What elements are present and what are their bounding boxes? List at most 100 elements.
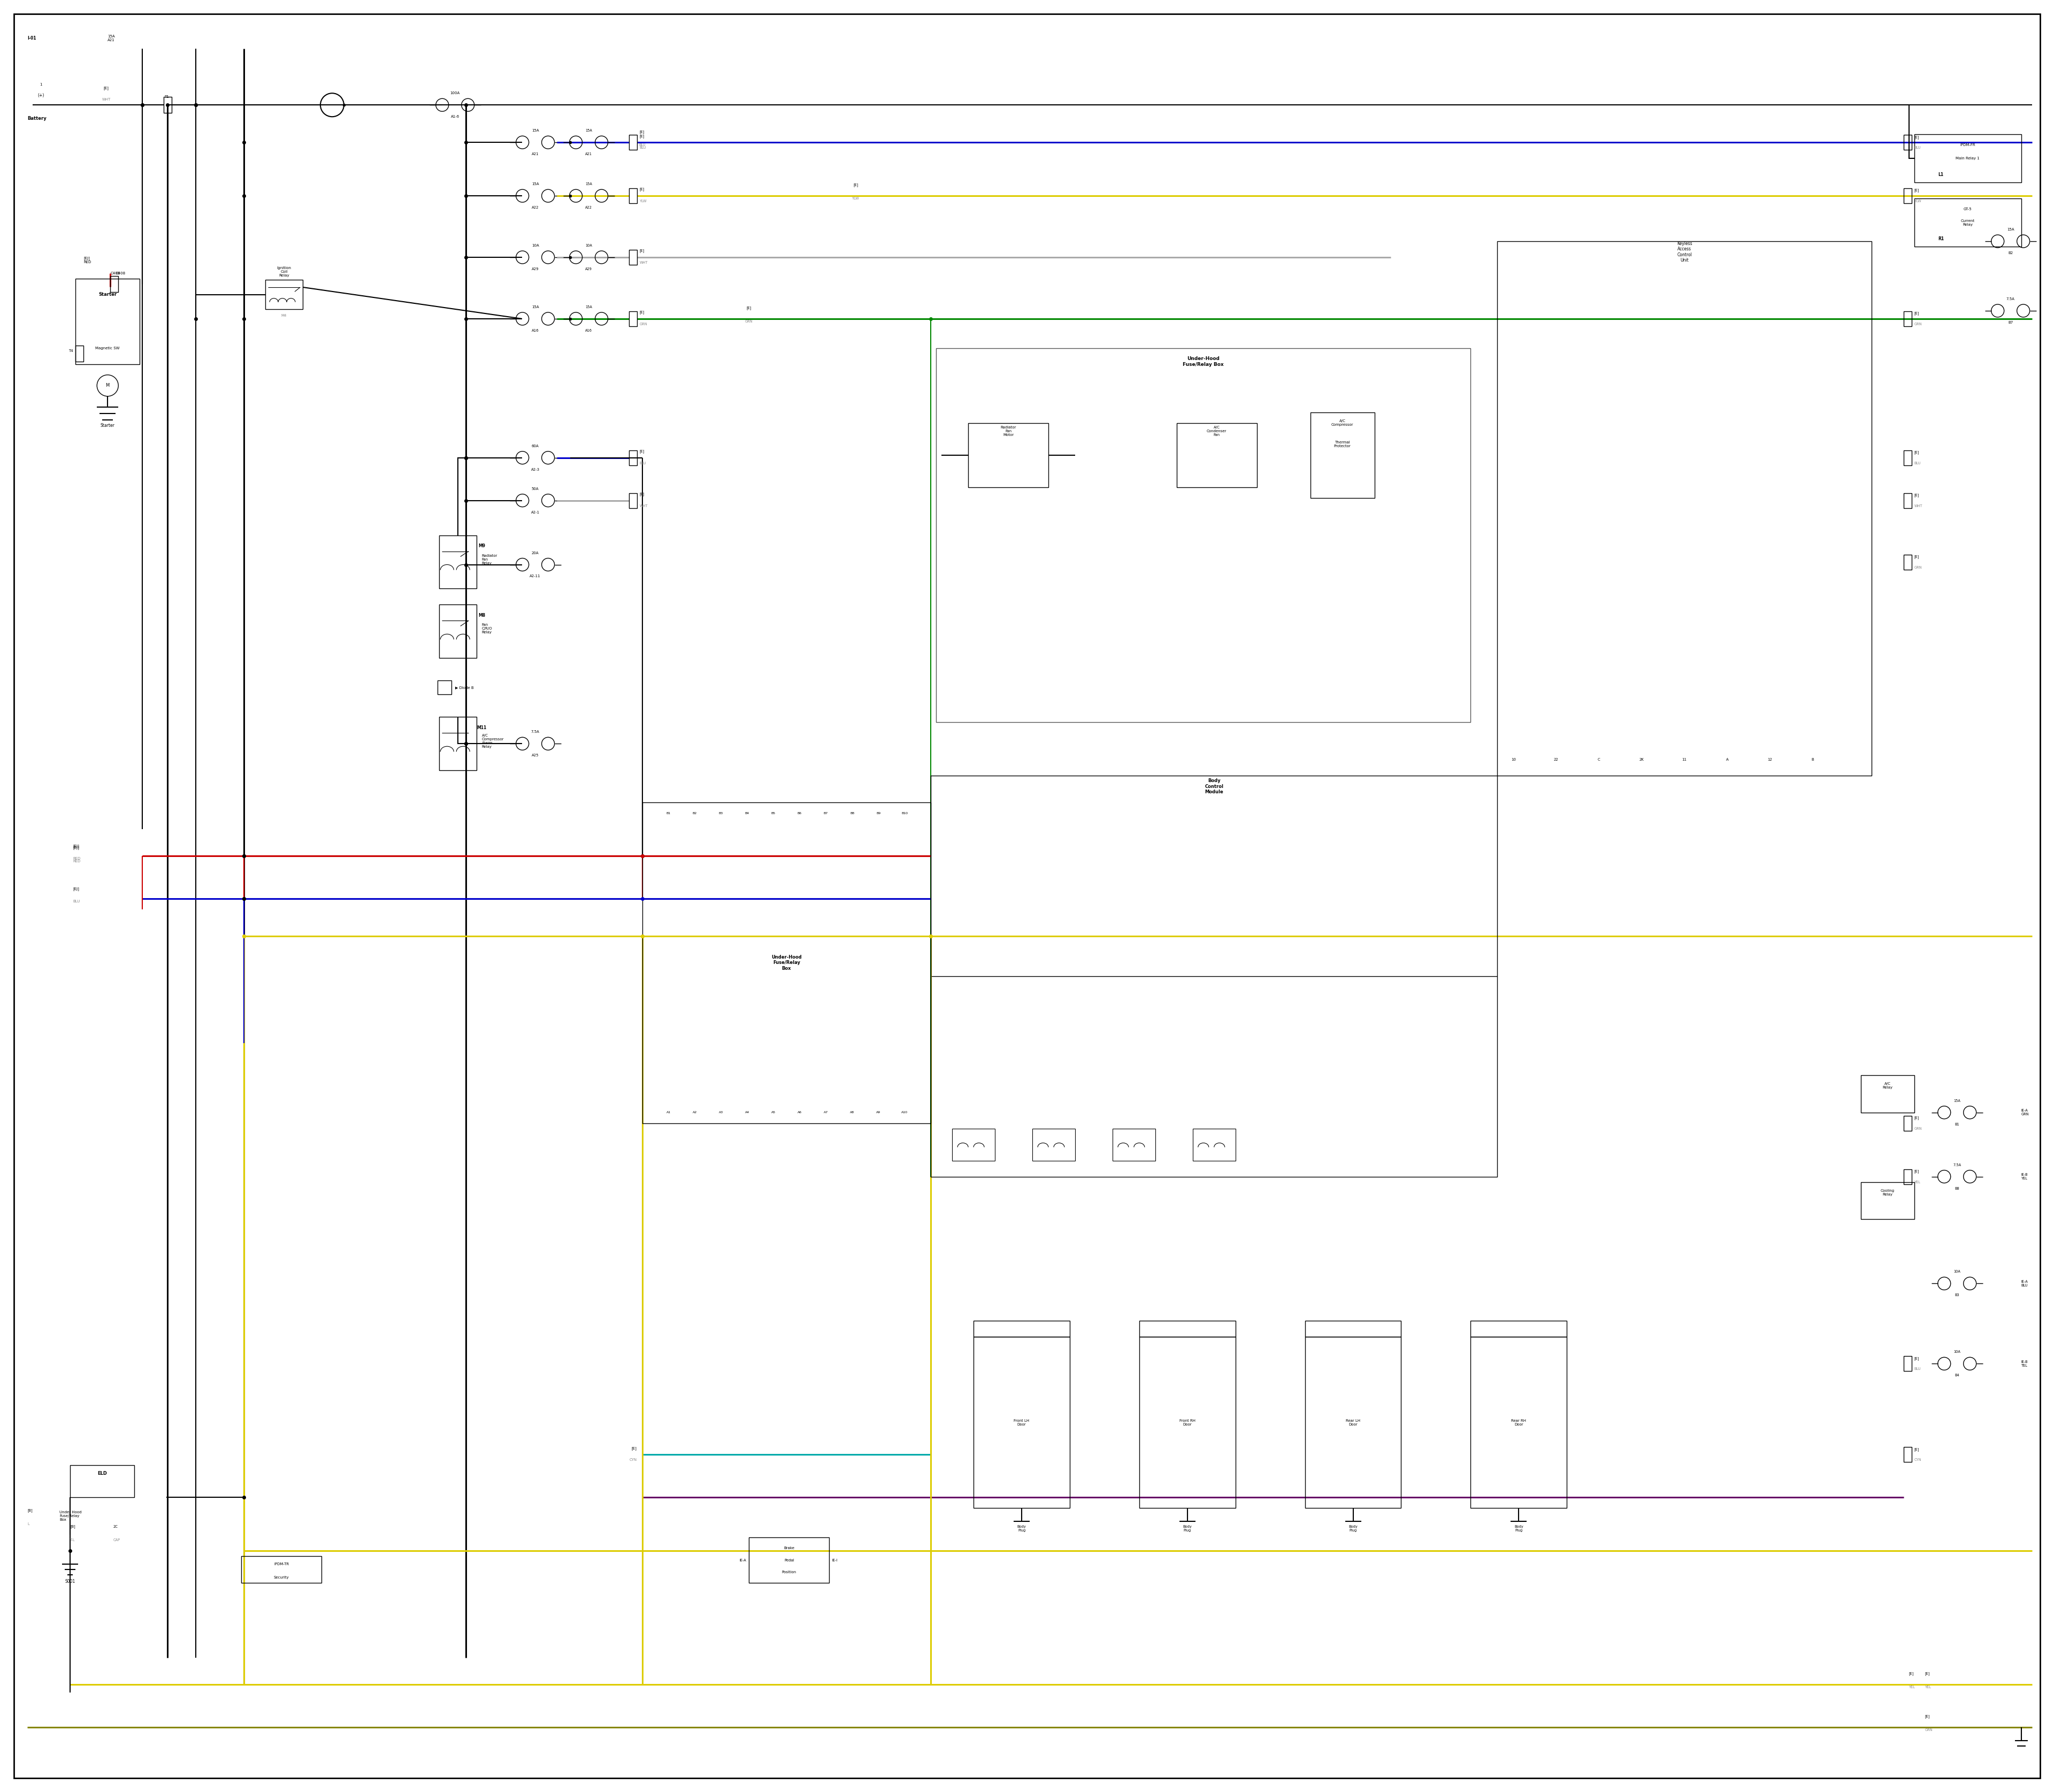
Text: IE-A: IE-A <box>739 1559 746 1563</box>
Text: [E]: [E] <box>1914 1116 1918 1120</box>
Text: M11: M11 <box>477 726 487 729</box>
Text: S001: S001 <box>66 1579 76 1584</box>
Text: CYN: CYN <box>1914 1459 1920 1462</box>
Bar <box>967 423 1048 487</box>
Text: A29: A29 <box>585 267 592 271</box>
Text: B4: B4 <box>746 812 750 815</box>
Text: T4: T4 <box>68 349 72 353</box>
Text: IE-B
YEL: IE-B YEL <box>2021 1174 2027 1181</box>
Text: B1: B1 <box>1955 1122 1960 1125</box>
Text: A16: A16 <box>532 330 538 332</box>
Text: Position: Position <box>783 1570 797 1573</box>
Bar <box>1033 1129 1074 1161</box>
Text: A2-1: A2-1 <box>530 511 540 514</box>
Text: Ignition
Coil
Relay: Ignition Coil Relay <box>277 267 292 278</box>
Bar <box>1904 1357 1912 1371</box>
Text: B2: B2 <box>692 812 696 815</box>
Text: GRN: GRN <box>1914 566 1923 568</box>
Text: A2: A2 <box>692 1111 696 1115</box>
Text: Front LH
Door: Front LH Door <box>1015 1419 1029 1426</box>
Text: 60A: 60A <box>532 444 538 448</box>
Text: [E]: [E] <box>1914 493 1918 496</box>
Text: [E]: [E] <box>1914 188 1918 192</box>
Text: CYN: CYN <box>629 1459 637 1462</box>
Text: Starter: Starter <box>99 292 117 297</box>
Text: IE-A
GRN: IE-A GRN <box>2021 1109 2029 1116</box>
Text: [E]: [E] <box>639 310 645 314</box>
Text: YEL: YEL <box>1908 1686 1914 1688</box>
Text: 10A: 10A <box>1953 1271 1960 1274</box>
Bar <box>240 1555 320 1582</box>
Text: [E]: [E] <box>1914 1170 1918 1174</box>
Text: B4: B4 <box>1955 1374 1960 1376</box>
Text: A9: A9 <box>877 1111 881 1115</box>
Text: IE-A
BLU: IE-A BLU <box>2021 1279 2027 1287</box>
Text: GRN: GRN <box>1914 323 1923 326</box>
Text: [E]: [E] <box>631 1446 637 1450</box>
Bar <box>76 280 140 364</box>
Text: 2C: 2C <box>113 1525 117 1529</box>
Bar <box>1904 188 1912 202</box>
Text: Keyless
Access
Control
Unit: Keyless Access Control Unit <box>1676 242 1692 263</box>
Text: Front RH
Door: Front RH Door <box>1179 1419 1195 1426</box>
Text: A/C
Condenser
Fan: A/C Condenser Fan <box>1208 426 1226 435</box>
Text: BLU: BLU <box>639 143 645 147</box>
Text: Body
Control
Module: Body Control Module <box>1206 778 1224 794</box>
Text: B1: B1 <box>665 812 670 815</box>
Text: [E]: [E] <box>639 129 645 133</box>
Bar <box>629 188 637 202</box>
Text: C408: C408 <box>115 272 125 274</box>
Bar <box>1471 1337 1567 1509</box>
Bar <box>629 134 637 151</box>
Text: M: M <box>105 383 109 389</box>
Text: A/C
Compressor: A/C Compressor <box>1331 419 1354 426</box>
Text: BLU: BLU <box>1914 1367 1920 1371</box>
Text: [E]: [E] <box>746 306 752 310</box>
Bar <box>1914 134 2021 183</box>
Text: 50A: 50A <box>532 487 538 491</box>
Text: L1: L1 <box>1939 172 1943 177</box>
Bar <box>974 1321 1070 1337</box>
Text: 7.5A: 7.5A <box>1953 1163 1962 1167</box>
Text: [E]: [E] <box>103 86 109 90</box>
Text: 2K: 2K <box>1639 758 1643 762</box>
Bar <box>440 717 477 771</box>
Text: [EJ]: [EJ] <box>72 846 80 849</box>
Bar <box>70 1466 134 1498</box>
Text: YLW: YLW <box>1914 199 1923 202</box>
Text: 15A
A21: 15A A21 <box>107 34 115 41</box>
Text: GRN: GRN <box>1925 1727 1933 1731</box>
Text: B5: B5 <box>770 812 776 815</box>
Text: [E]: [E] <box>1925 1715 1931 1719</box>
Text: 20A: 20A <box>532 552 538 554</box>
Text: 12: 12 <box>1768 758 1773 762</box>
Text: WHT: WHT <box>639 504 647 507</box>
Text: A: A <box>1725 758 1729 762</box>
Text: A2-11: A2-11 <box>530 575 540 579</box>
Text: B10: B10 <box>902 812 908 815</box>
Text: [E]: [E] <box>1914 556 1918 559</box>
Text: A16: A16 <box>585 330 592 332</box>
Text: BLU: BLU <box>1914 147 1920 149</box>
Text: [E]: [E] <box>1914 450 1918 453</box>
Text: Brake: Brake <box>785 1546 795 1550</box>
Text: R1: R1 <box>1939 237 1943 240</box>
Text: [E]: [E] <box>639 450 645 453</box>
Text: WHT: WHT <box>1914 504 1923 507</box>
Text: A/C
Relay: A/C Relay <box>1881 1082 1892 1090</box>
Bar <box>1177 423 1257 487</box>
Bar <box>1113 1129 1154 1161</box>
Text: YLW: YLW <box>639 199 647 202</box>
Text: 15A: 15A <box>2007 228 2015 231</box>
Text: GRN: GRN <box>639 323 647 326</box>
Bar <box>1904 1168 1912 1185</box>
Bar <box>1140 1337 1234 1509</box>
Text: Security: Security <box>273 1575 290 1579</box>
Text: [EJ]
RED: [EJ] RED <box>84 256 90 263</box>
Bar <box>438 681 452 695</box>
Bar <box>974 1337 1070 1509</box>
Text: WHT: WHT <box>103 99 111 100</box>
Text: B8: B8 <box>850 812 854 815</box>
Bar <box>1904 1116 1912 1131</box>
Text: [E]: [E] <box>639 249 645 253</box>
